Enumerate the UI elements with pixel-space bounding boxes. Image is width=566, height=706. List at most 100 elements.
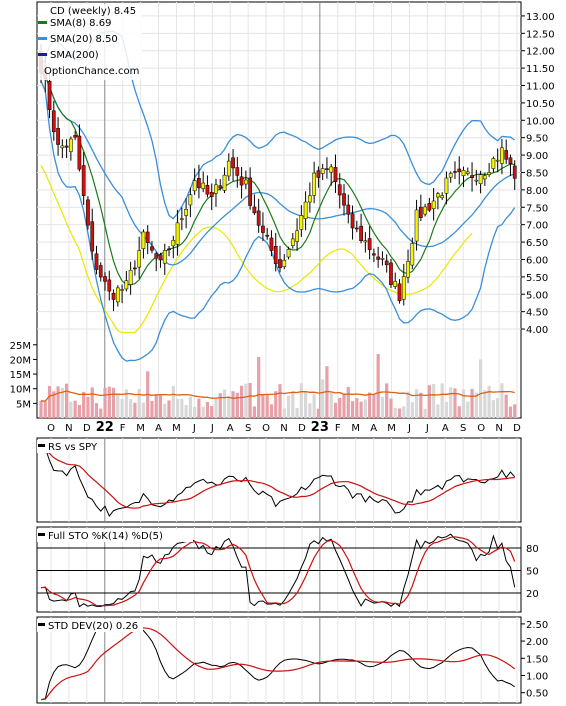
volume-bar bbox=[210, 406, 214, 418]
candle-body bbox=[235, 167, 240, 176]
x-tick-label: D bbox=[298, 423, 306, 434]
volume-bar bbox=[461, 389, 466, 418]
volume-bar bbox=[227, 396, 231, 418]
volume-bar bbox=[163, 403, 167, 418]
volume-bar bbox=[363, 399, 367, 418]
volume-average-line bbox=[40, 390, 515, 402]
candle-body bbox=[346, 204, 351, 215]
volume-bar bbox=[487, 385, 491, 418]
price-tick-label: 12.50 bbox=[526, 29, 555, 40]
candle-body bbox=[81, 165, 86, 196]
candle-body bbox=[423, 206, 427, 215]
candle-body bbox=[175, 222, 180, 245]
rs-label: RS vs SPY bbox=[48, 442, 98, 453]
x-tick-label: O bbox=[47, 423, 55, 434]
price-tick-label: 7.50 bbox=[526, 203, 548, 214]
volume-bar bbox=[90, 387, 94, 418]
candle-body bbox=[201, 182, 206, 189]
volume-bar bbox=[483, 390, 487, 418]
volume-bar bbox=[333, 402, 338, 418]
candle-body bbox=[444, 177, 449, 194]
x-tick-label: F bbox=[335, 423, 341, 434]
volume-bar bbox=[252, 406, 256, 418]
candle-body bbox=[269, 237, 274, 251]
price-tick-label: 5.00 bbox=[526, 290, 548, 301]
candle-body bbox=[384, 260, 389, 266]
candle-body bbox=[248, 177, 252, 206]
candle-body bbox=[389, 262, 393, 285]
candle-body bbox=[508, 157, 513, 164]
candle-body bbox=[90, 221, 95, 252]
candle-body bbox=[312, 172, 316, 196]
x-tick-label: O bbox=[262, 423, 270, 434]
price-tick-label: 10.50 bbox=[526, 99, 555, 110]
x-tick-label: A bbox=[370, 423, 377, 434]
volume-bar bbox=[60, 387, 64, 418]
volume-bar bbox=[65, 383, 69, 418]
x-tick-label: J bbox=[210, 423, 214, 434]
price-tick-label: 10.00 bbox=[526, 116, 555, 127]
stochastic-panel bbox=[37, 533, 521, 608]
candle-body bbox=[64, 145, 69, 148]
candle-body bbox=[86, 199, 90, 226]
volume-bar bbox=[393, 407, 397, 418]
volume-bar bbox=[265, 395, 269, 418]
volume-bar bbox=[244, 383, 248, 418]
candle-body bbox=[470, 175, 474, 178]
volume-bar bbox=[141, 402, 146, 418]
volume-bar bbox=[474, 392, 478, 418]
price-tick-label: 7.00 bbox=[526, 221, 548, 232]
candle-body bbox=[133, 267, 137, 270]
price-tick-label: 8.50 bbox=[526, 168, 548, 179]
candle-body bbox=[500, 147, 504, 164]
volume-bar bbox=[496, 398, 500, 418]
x-tick-label: 23 bbox=[311, 420, 329, 435]
candle-body bbox=[188, 194, 193, 206]
volume-bar bbox=[103, 387, 107, 418]
candle-body bbox=[167, 248, 171, 251]
candle-body bbox=[192, 180, 197, 192]
grid-lines bbox=[37, 2, 521, 703]
candle-body bbox=[98, 265, 103, 278]
candle-body bbox=[141, 231, 146, 249]
volume-bar bbox=[513, 404, 517, 418]
candle-body bbox=[273, 246, 278, 265]
legend-sma200: SMA(200) bbox=[50, 50, 99, 61]
volume-bar bbox=[69, 401, 73, 418]
sma8-line bbox=[40, 72, 515, 286]
rs-line bbox=[40, 447, 516, 517]
candle-body bbox=[308, 195, 312, 203]
x-tick-label: A bbox=[227, 423, 234, 434]
price-tick-label: 4.50 bbox=[526, 308, 548, 319]
candle-body bbox=[179, 218, 184, 220]
legend-swatch-sma20 bbox=[38, 37, 47, 40]
candle-body bbox=[401, 276, 406, 300]
volume-tick-label: 25M bbox=[10, 341, 31, 352]
volume-bar bbox=[282, 408, 286, 418]
std-line bbox=[40, 626, 515, 701]
volume-bar bbox=[107, 386, 111, 418]
legend-swatch-sma200 bbox=[38, 53, 47, 56]
volume-bar bbox=[359, 401, 363, 418]
volume-bar bbox=[372, 394, 376, 418]
candle-body bbox=[103, 276, 107, 282]
candle-body bbox=[51, 110, 56, 133]
candle-body bbox=[239, 176, 244, 186]
volume-bar bbox=[129, 399, 133, 418]
volume-bar bbox=[235, 392, 239, 418]
candle-body bbox=[350, 213, 355, 229]
volume-bar bbox=[402, 406, 406, 418]
volume-bar bbox=[299, 383, 303, 418]
volume-bar bbox=[201, 406, 205, 418]
candle-body bbox=[252, 206, 257, 214]
x-tick-label: N bbox=[280, 423, 287, 434]
volume-bar bbox=[470, 388, 474, 418]
volume-bar bbox=[47, 385, 52, 418]
volume-bar bbox=[184, 405, 188, 418]
volume-bar bbox=[197, 398, 201, 418]
volume-bar bbox=[218, 393, 222, 418]
std-tick-label: 1.00 bbox=[526, 671, 548, 682]
volume-bar bbox=[214, 397, 218, 418]
std-tick-label: 2.50 bbox=[526, 620, 548, 631]
